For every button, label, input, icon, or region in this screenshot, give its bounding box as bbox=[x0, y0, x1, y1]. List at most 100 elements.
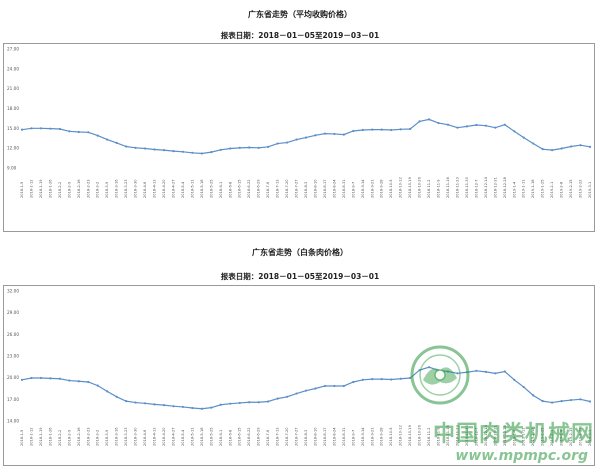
y-tick-label: 14.00 bbox=[7, 419, 19, 424]
x-tick-label: 2018-1-19 bbox=[39, 179, 43, 198]
data-point bbox=[588, 400, 592, 403]
x-tick-label: 2018-12-14 bbox=[484, 424, 488, 446]
data-point bbox=[248, 146, 251, 149]
data-point bbox=[238, 146, 241, 149]
x-tick-label: 2018-10-19 bbox=[408, 424, 412, 446]
x-tick-label: 2018-1-19 bbox=[39, 427, 43, 446]
data-point bbox=[475, 369, 478, 372]
data-point bbox=[314, 134, 317, 137]
x-tick-label: 2018-6-8 bbox=[228, 181, 232, 198]
data-point bbox=[446, 370, 450, 373]
x-tick-label: 2018-8-24 bbox=[332, 179, 336, 198]
x-tick-label: 2018-1-5 bbox=[20, 182, 24, 198]
x-tick-label: 2018-10-12 bbox=[399, 425, 403, 446]
data-point bbox=[541, 400, 544, 403]
x-tick-label: 2018-3-9 bbox=[105, 429, 109, 446]
chart-2-subtitle: 报表日期：2018－01－05至2019－03－01 bbox=[220, 272, 380, 281]
data-point bbox=[49, 127, 52, 130]
chart-2-frame bbox=[3, 285, 595, 466]
data-point bbox=[276, 397, 279, 400]
data-point bbox=[125, 400, 128, 403]
x-tick-label: 2018-3-2 bbox=[96, 430, 100, 446]
data-point bbox=[58, 377, 61, 380]
x-tick-label: 2018-7-13 bbox=[276, 179, 280, 198]
x-tick-label: 2018-2-2 bbox=[58, 182, 62, 198]
data-point bbox=[569, 398, 573, 402]
data-point bbox=[115, 395, 118, 398]
x-tick-label: 2018-11-9 bbox=[437, 179, 441, 198]
x-tick-label: 2018-11-30 bbox=[465, 176, 469, 198]
data-point bbox=[96, 134, 99, 137]
data-point bbox=[106, 390, 109, 393]
x-tick-label: 2018-7-6 bbox=[266, 429, 270, 446]
data-point bbox=[532, 142, 535, 145]
x-tick-label: 2018-5-25 bbox=[209, 427, 213, 446]
data-point bbox=[399, 377, 402, 380]
x-tick-label: 2018-4-20 bbox=[162, 427, 166, 446]
chart-1-title: 广东省走势（平均收购价格） bbox=[248, 10, 352, 19]
x-tick-label: 2018-3-30 bbox=[134, 179, 138, 198]
x-tick-label: 2018-10-26 bbox=[418, 176, 422, 198]
data-point bbox=[503, 370, 506, 373]
y-tick-label: 20.00 bbox=[7, 375, 19, 380]
data-point bbox=[532, 394, 535, 397]
data-point bbox=[371, 378, 374, 381]
data-point bbox=[352, 380, 355, 384]
data-point bbox=[39, 376, 43, 380]
x-tick-label: 2018-4-27 bbox=[171, 179, 175, 198]
x-tick-label: 2019-3-1 bbox=[588, 430, 592, 446]
data-point bbox=[295, 138, 298, 141]
x-tick-label: 2019-2-22 bbox=[579, 179, 583, 198]
x-tick-label: 2018-9-14 bbox=[361, 179, 365, 198]
data-point bbox=[399, 128, 402, 131]
x-tick-label: 2018-12-7 bbox=[474, 427, 478, 446]
data-point bbox=[153, 403, 156, 406]
x-tick-label: 2018-7-20 bbox=[285, 179, 289, 198]
x-tick-label: 2019-2-15 bbox=[569, 179, 573, 198]
x-tick-label: 2018-6-22 bbox=[247, 427, 251, 446]
data-point bbox=[115, 141, 118, 144]
data-point bbox=[87, 380, 90, 384]
data-point bbox=[267, 145, 270, 148]
x-tick-label: 2018-3-2 bbox=[96, 182, 100, 198]
x-tick-label: 2018-12-28 bbox=[503, 424, 507, 446]
data-point bbox=[494, 126, 497, 129]
x-tick-label: 2018-8-17 bbox=[323, 179, 327, 198]
x-tick-label: 2018-8-10 bbox=[313, 427, 317, 446]
x-tick-label: 2018-8-3 bbox=[304, 430, 308, 446]
x-tick-label: 2018-1-26 bbox=[48, 427, 52, 446]
data-point bbox=[77, 130, 80, 134]
data-point bbox=[314, 387, 317, 390]
data-point bbox=[484, 124, 487, 127]
x-tick-label: 2019-1-25 bbox=[541, 179, 545, 198]
x-tick-label: 2018-3-23 bbox=[124, 179, 128, 198]
x-tick-label: 2018-11-9 bbox=[437, 427, 441, 446]
x-tick-label: 2019-1-4 bbox=[512, 181, 516, 198]
data-point bbox=[210, 406, 213, 409]
chart-1-svg: 27.00 24.00 21.00 18.00 15.00 12.00 9.00 2018-1… bbox=[7, 47, 592, 199]
data-point bbox=[257, 146, 260, 149]
x-tick-label: 2018-2-16 bbox=[77, 427, 81, 446]
data-point bbox=[579, 144, 582, 147]
x-tick-label: 2018-6-1 bbox=[219, 182, 223, 198]
data-point bbox=[361, 128, 364, 132]
y-tick-label: 27.00 bbox=[7, 47, 19, 52]
x-tick-label: 2018-3-16 bbox=[115, 179, 119, 198]
x-tick-label: 2018-8-10 bbox=[313, 179, 317, 198]
y-tick-label: 23.00 bbox=[7, 354, 19, 359]
x-tick-label: 2019-1-11 bbox=[522, 179, 526, 198]
data-point bbox=[560, 147, 563, 150]
data-point bbox=[143, 147, 147, 150]
data-point bbox=[285, 141, 289, 144]
data-point bbox=[143, 402, 147, 405]
data-point bbox=[560, 400, 563, 403]
x-tick-label: 2019-3-1 bbox=[588, 182, 592, 198]
data-point bbox=[437, 121, 440, 125]
data-point bbox=[484, 370, 487, 373]
x-tick-label: 2019-1-4 bbox=[512, 429, 516, 446]
data-point bbox=[588, 145, 592, 148]
x-tick-label: 2019-2-1 bbox=[550, 430, 554, 446]
x-tick-label: 2018-5-11 bbox=[190, 427, 194, 446]
data-point bbox=[96, 384, 99, 387]
x-tick-label: 2018-3-16 bbox=[115, 427, 119, 446]
